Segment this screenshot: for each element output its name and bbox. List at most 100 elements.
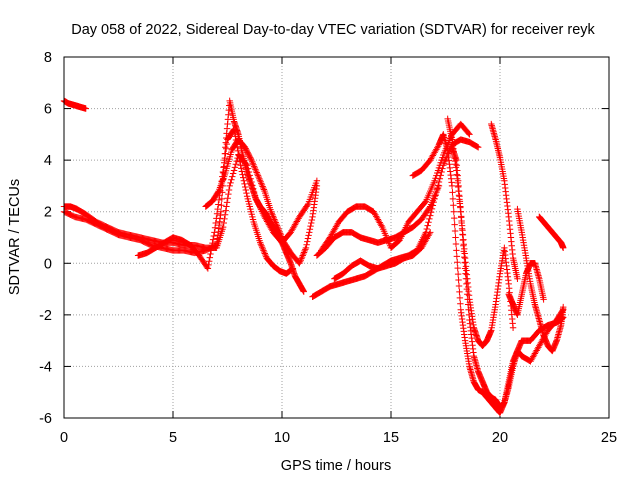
data-point (213, 210, 221, 217)
data-point (427, 229, 434, 236)
data-point (271, 216, 278, 223)
y-tick-label: 4 (44, 153, 52, 169)
y-tick-label: 2 (44, 205, 52, 221)
data-point (259, 245, 267, 253)
data-point (302, 246, 309, 253)
data-point (238, 168, 246, 175)
data-point (252, 167, 260, 175)
y-tick-label: 6 (44, 102, 52, 118)
data-point (297, 256, 304, 264)
data-point (230, 126, 238, 133)
series-L (444, 115, 517, 349)
data-point (262, 251, 269, 259)
data-point (274, 223, 281, 231)
data-point (241, 183, 249, 191)
data-point (258, 244, 266, 251)
data-point (268, 210, 275, 217)
data-point (306, 229, 313, 236)
data-point (465, 130, 472, 137)
data-point (289, 265, 297, 272)
data-point (276, 228, 283, 236)
data-point (213, 215, 220, 222)
data-point (313, 182, 321, 190)
data-point (221, 215, 228, 223)
data-point (425, 219, 432, 226)
data-point (455, 282, 463, 290)
series-H (313, 182, 443, 259)
data-point (225, 190, 232, 198)
data-point (250, 161, 257, 168)
data-point (223, 140, 231, 148)
data-point (218, 202, 225, 209)
data-point (258, 242, 265, 249)
data-point (204, 265, 212, 272)
data-point (225, 186, 233, 194)
data-point (451, 221, 458, 228)
data-point (247, 155, 255, 163)
data-point (450, 208, 457, 215)
data-point (215, 196, 223, 204)
y-tick-label: -2 (39, 308, 52, 324)
data-point (229, 170, 237, 177)
x-axis-label: GPS time / hours (281, 458, 391, 474)
x-tick-label: 15 (383, 430, 399, 446)
data-point (426, 215, 433, 223)
data-point (307, 222, 314, 230)
data-point (308, 216, 316, 224)
data-point (270, 214, 277, 222)
data-point (298, 253, 306, 261)
data-point (231, 164, 239, 171)
data-point (255, 173, 262, 181)
data-point (260, 184, 267, 192)
y-tick-label: 8 (44, 50, 52, 66)
data-point (228, 176, 235, 183)
data-point (254, 172, 262, 179)
data-point (208, 243, 216, 250)
series-M (488, 120, 521, 282)
series-P (505, 260, 547, 319)
data-point (220, 164, 227, 171)
data-point (272, 219, 279, 226)
data-point (279, 236, 287, 243)
data-point (305, 232, 312, 239)
series-D (134, 126, 297, 277)
data-point (299, 252, 306, 259)
data-point (218, 195, 226, 203)
data-point (289, 265, 296, 273)
data-point (423, 225, 430, 233)
data-point (227, 179, 234, 187)
y-tick-label: -6 (39, 411, 52, 427)
data-point (261, 250, 268, 257)
y-tick-label: -4 (39, 359, 52, 375)
data-point (239, 174, 247, 181)
data-point (308, 219, 315, 227)
data-points (60, 97, 567, 417)
data-point (560, 303, 567, 311)
data-point (209, 236, 217, 243)
data-point (540, 296, 547, 303)
data-point (267, 208, 275, 215)
data-point (259, 183, 266, 190)
series-O (514, 205, 567, 355)
data-point (220, 219, 227, 227)
data-point (378, 222, 385, 229)
data-point (224, 195, 231, 202)
data-point (475, 144, 482, 151)
data-point (214, 188, 222, 196)
data-point (514, 275, 521, 282)
data-point (221, 154, 229, 162)
data-point (452, 234, 459, 241)
data-point (235, 151, 242, 158)
data-point (215, 201, 222, 208)
data-point (205, 258, 213, 265)
data-point (296, 258, 304, 265)
data-point (223, 199, 231, 206)
data-point (239, 171, 246, 178)
data-point (453, 247, 460, 254)
data-point (304, 202, 311, 209)
data-point (456, 294, 464, 302)
data-point (304, 235, 312, 242)
plot-frame (63, 56, 610, 419)
data-point (449, 189, 456, 196)
data-point (560, 244, 567, 252)
